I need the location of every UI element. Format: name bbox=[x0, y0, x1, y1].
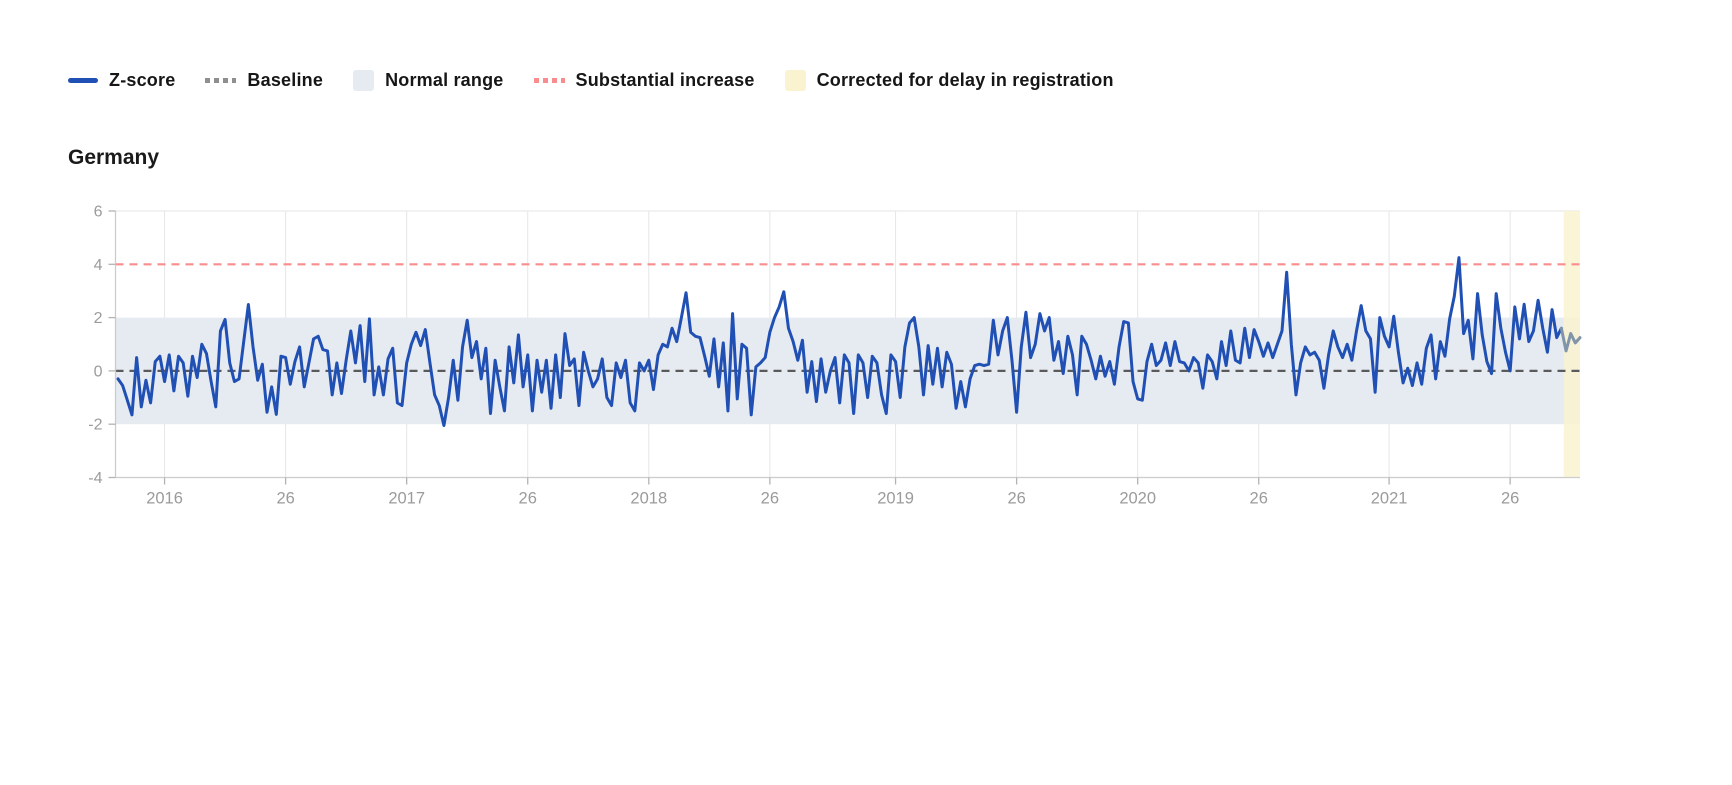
corrected-band bbox=[1563, 211, 1580, 478]
x-tick-label: 2018 bbox=[630, 490, 667, 508]
y-tick-label: -2 bbox=[88, 417, 102, 434]
x-tick-label: 26 bbox=[1250, 490, 1268, 508]
x-tick-label: 26 bbox=[761, 490, 779, 508]
y-tick-label: -4 bbox=[88, 470, 102, 487]
legend-item-zscore: Z-score bbox=[68, 70, 175, 91]
legend-item-corrected: Corrected for delay in registration bbox=[784, 70, 1114, 91]
normal-range-swatch-icon bbox=[353, 70, 375, 91]
legend-item-baseline: Baseline bbox=[205, 70, 323, 91]
x-tick-label: 2021 bbox=[1371, 490, 1408, 508]
y-tick-label: 4 bbox=[94, 257, 103, 274]
corrected-swatch-icon bbox=[784, 70, 806, 91]
legend-item-label: Z-score bbox=[109, 70, 176, 90]
zscore-line-corrected bbox=[1559, 326, 1582, 353]
chart-title: Germany bbox=[68, 146, 160, 169]
chart-legend: Z-score Baseline Normal range Substantia… bbox=[68, 70, 1114, 91]
x-tick-label: 2016 bbox=[146, 490, 183, 508]
zscore-line bbox=[116, 256, 1563, 428]
x-tick-label: 26 bbox=[519, 490, 537, 508]
x-tick-label: 26 bbox=[1007, 490, 1025, 508]
x-tick-label: 26 bbox=[276, 490, 294, 508]
legend-item-substantial-increase: Substantial increase bbox=[533, 70, 755, 91]
zscore-chart-canvas: 6 4 2 0 -2 -4 2016 26 2017 26 2018 26 2019 26 2020 26 20… bbox=[88, 204, 1582, 508]
y-tick-label: 2 bbox=[94, 310, 103, 327]
x-tick-label: 26 bbox=[1501, 490, 1519, 508]
y-tick-label: 0 bbox=[94, 363, 103, 380]
legend-item-label: Substantial increase bbox=[575, 70, 755, 90]
x-tick-label: 2019 bbox=[877, 490, 914, 508]
x-tick-label: 2020 bbox=[1119, 490, 1156, 508]
x-tick-label: 2017 bbox=[388, 490, 425, 508]
legend-item-label: Baseline bbox=[247, 70, 324, 90]
legend-item-label: Corrected for delay in registration bbox=[816, 70, 1114, 90]
substantial-increase-dotted-swatch-icon bbox=[533, 78, 565, 83]
legend-item-normal-range: Normal range bbox=[353, 70, 503, 91]
baseline-dotted-swatch-icon bbox=[205, 78, 237, 83]
zscore-line-swatch-icon bbox=[68, 78, 98, 83]
legend-item-label: Normal range bbox=[385, 70, 504, 90]
y-tick-label: 6 bbox=[94, 204, 103, 221]
